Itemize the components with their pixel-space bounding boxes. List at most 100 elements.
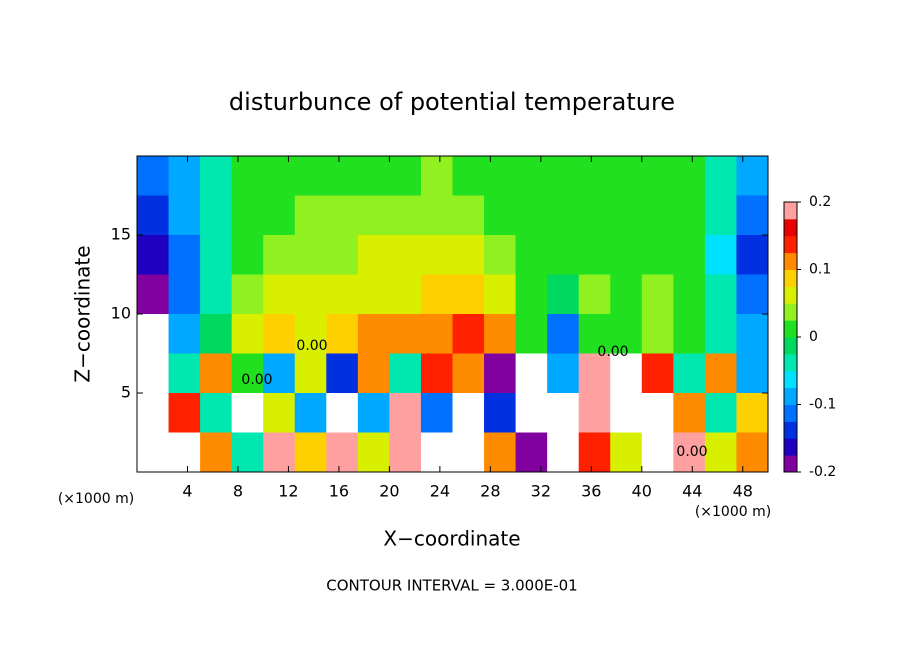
heat-cell: [673, 156, 706, 196]
heat-cell: [263, 235, 296, 275]
heat-cell: [137, 274, 170, 315]
color-swatch: [784, 370, 797, 389]
heat-cell: [704, 274, 737, 315]
heat-cell: [736, 393, 769, 433]
heat-cell: [641, 195, 674, 236]
heat-cell: [610, 353, 643, 394]
color-swatch: [784, 387, 797, 405]
heat-cell: [137, 314, 170, 354]
heat-cell: [389, 235, 422, 275]
heat-cell: [578, 393, 611, 433]
heat-cell: [200, 195, 233, 236]
x-tick-label: 28: [480, 482, 500, 501]
y-tick-label: 5: [121, 383, 131, 402]
color-swatch: [784, 337, 797, 355]
heat-cell: [515, 432, 548, 473]
heat-cell: [452, 393, 485, 433]
heat-cell: [641, 314, 674, 354]
heat-cell: [168, 432, 201, 473]
heat-cell: [610, 432, 643, 473]
heat-cell: [547, 432, 580, 473]
heat-cell: [420, 353, 453, 394]
heat-cell: [515, 353, 548, 394]
heat-cell: [420, 432, 453, 473]
heat-cell: [231, 195, 264, 236]
heat-cell: [736, 353, 769, 394]
heat-cell: [736, 432, 769, 473]
heat-cell: [704, 432, 737, 473]
heat-cell: [168, 195, 201, 236]
heat-cell: [294, 432, 327, 473]
heat-cell: [452, 235, 485, 275]
heat-cell: [389, 353, 422, 394]
heat-cell: [673, 393, 706, 433]
color-swatch: [784, 202, 797, 220]
x-tick-label: 40: [632, 482, 652, 501]
contour-label: 0.00: [597, 344, 628, 360]
heat-cell: [515, 195, 548, 236]
colorbar-tick-label: 0.1: [809, 262, 831, 278]
heat-cell: [515, 235, 548, 275]
heat-cell: [357, 432, 390, 473]
x-unit: (×1000 m): [58, 491, 134, 507]
heat-cell: [547, 393, 580, 433]
heat-cell: [137, 156, 170, 196]
heat-cell: [610, 195, 643, 236]
heat-cell: [263, 156, 296, 196]
x-tick-label: 20: [379, 482, 399, 501]
heat-cell: [452, 274, 485, 315]
heat-cell: [389, 195, 422, 236]
heat-cell: [200, 274, 233, 315]
heat-cell: [641, 393, 674, 433]
heat-cell: [420, 274, 453, 315]
heat-cell: [294, 353, 327, 394]
x-tick-label: 4: [182, 482, 192, 501]
heat-cell: [294, 156, 327, 196]
heat-cell: [736, 314, 769, 354]
heat-cell: [200, 393, 233, 433]
heat-cell: [231, 156, 264, 196]
heat-cell: [168, 274, 201, 315]
heat-cell: [547, 353, 580, 394]
colorbar-tick-label: -0.2: [809, 464, 836, 480]
heat-cell: [578, 235, 611, 275]
colorbar-tick-label: 0.2: [809, 194, 831, 210]
color-swatch: [784, 455, 797, 473]
heat-cell: [389, 314, 422, 354]
heat-cell: [263, 314, 296, 354]
heat-cell: [420, 314, 453, 354]
heat-cell: [547, 235, 580, 275]
heat-cell: [484, 195, 517, 236]
heat-cell: [200, 432, 233, 473]
heat-cell: [673, 274, 706, 315]
heat-cell: [168, 353, 201, 394]
heat-cell: [610, 314, 643, 354]
heat-cell: [484, 393, 517, 433]
heat-cell: [673, 314, 706, 354]
heat-cell: [357, 314, 390, 354]
heat-cell: [515, 393, 548, 433]
heat-cell: [294, 274, 327, 315]
heat-cell: [578, 156, 611, 196]
color-swatch: [784, 353, 797, 372]
heat-cell: [231, 353, 264, 394]
heat-cell: [389, 274, 422, 315]
color-swatch: [784, 235, 797, 254]
colorbar-tick-label: 0: [809, 329, 818, 345]
heat-cell: [357, 274, 390, 315]
heat-cell: [578, 353, 611, 394]
heat-cell: [294, 235, 327, 275]
heat-cell: [263, 432, 296, 473]
heat-cell: [484, 156, 517, 196]
heat-cell: [326, 393, 359, 433]
heat-cell: [578, 274, 611, 315]
heat-cell: [452, 156, 485, 196]
color-swatch: [784, 252, 797, 270]
heat-cell: [326, 235, 359, 275]
heat-cell: [610, 393, 643, 433]
footer-note: CONTOUR INTERVAL = 3.000E-01: [326, 577, 577, 595]
heat-cell: [610, 235, 643, 275]
heat-cell: [547, 314, 580, 354]
heat-cell: [420, 156, 453, 196]
